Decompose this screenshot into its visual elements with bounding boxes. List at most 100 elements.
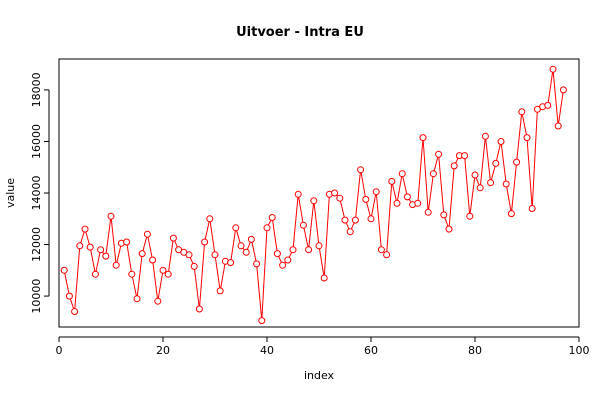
data-point [341,216,349,224]
data-point [554,122,562,130]
x-axis: 0 20 40 60 80 100 [56,336,590,357]
data-point [273,250,281,258]
data-point [65,292,73,300]
data-point [128,270,136,278]
data-point [445,225,453,233]
data-point [372,188,380,196]
data-point [216,287,224,295]
data-point [346,228,354,236]
data-point [357,166,365,174]
data-point [81,225,89,233]
data-point [320,274,328,282]
data-point [133,295,141,303]
data-point [315,242,323,250]
data-points [60,65,567,325]
data-point [471,171,479,179]
data-point [201,238,209,246]
data-point [481,132,489,140]
data-point [185,251,193,259]
data-point [123,238,131,246]
x-axis-label: index [304,369,335,382]
data-point [544,101,552,109]
data-point [377,246,385,254]
data-point [206,215,214,223]
data-point [362,195,370,203]
data-point [86,243,94,251]
data-point [195,305,203,313]
y-tick-label: 10000 [30,279,43,314]
x-tick-label: 20 [156,344,170,357]
data-point [91,270,99,278]
y-tick-label: 16000 [30,124,43,159]
data-point [232,224,240,232]
chart-title: Uitvoer - Intra EU [236,25,364,40]
data-point [440,211,448,219]
y-axis-label: value [4,178,17,208]
data-point [102,252,110,260]
data-point [279,261,287,269]
data-point [528,205,536,212]
data-point [450,162,458,170]
data-point [383,251,391,259]
data-point [97,246,105,254]
data-point [424,208,432,216]
data-point [523,134,531,142]
data-point [461,152,469,160]
data-point [502,180,510,188]
data-point [247,235,255,243]
y-tick-label: 12000 [30,227,43,262]
x-tick-label: 80 [468,344,482,357]
plot-frame [58,58,580,328]
data-point [351,216,359,224]
data-point [71,308,79,315]
data-point [549,65,557,73]
data-point [336,194,344,202]
data-point [414,199,422,207]
data-point [263,224,271,232]
data-point [60,266,68,274]
data-point [559,86,567,94]
data-point [284,256,292,264]
data-point [507,210,515,218]
y-tick-label: 14000 [30,176,43,211]
data-point [419,134,427,142]
data-point [107,212,115,220]
data-point [513,158,521,166]
data-point [242,248,250,256]
data-point [403,193,411,201]
data-point [164,270,172,278]
data-point [310,197,318,205]
y-tick-label: 18000 [30,72,43,107]
data-point [138,250,146,258]
data-point [398,170,406,178]
data-point [190,262,198,270]
data-point [367,215,375,223]
data-point [388,177,396,185]
data-point [227,259,235,267]
x-tick-label: 0 [56,344,63,357]
data-point [497,138,505,145]
data-point [429,170,437,178]
data-point [305,246,313,254]
data-point [289,246,297,254]
data-point [268,214,276,221]
data-point [143,230,151,238]
data-point [331,189,339,197]
data-point [112,261,120,269]
data-point [211,251,219,259]
data-point [492,159,500,167]
data-point [253,260,261,268]
x-tick-label: 60 [364,344,378,357]
x-tick-label: 100 [569,344,590,357]
data-point [299,221,307,229]
data-point [159,266,167,274]
series-line [63,69,564,321]
data-point [435,150,443,158]
data-point [476,184,484,192]
data-point [76,242,84,250]
data-point [466,212,474,220]
data-point [258,317,266,325]
data-point [393,199,401,207]
data-point [154,297,162,305]
y-axis: 10000 12000 14000 16000 18000 [30,72,50,314]
